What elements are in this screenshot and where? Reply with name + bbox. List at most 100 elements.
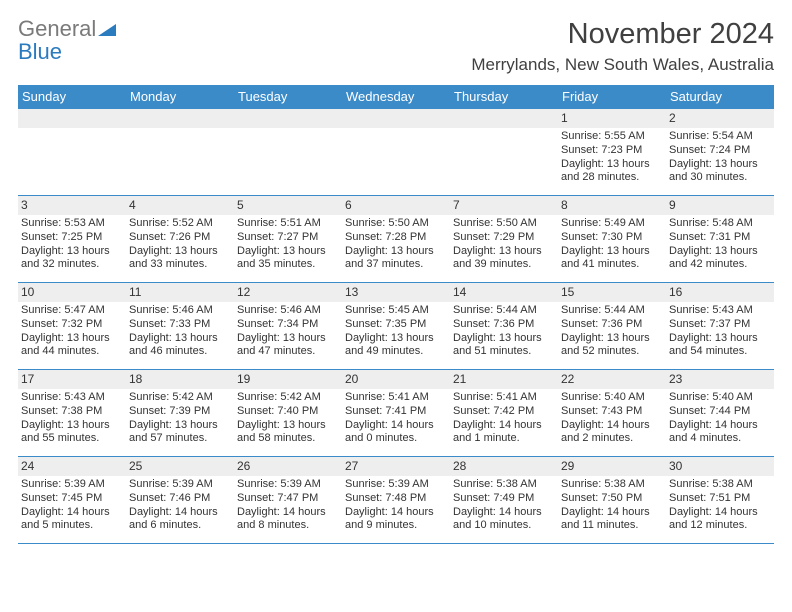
day-number: 18: [126, 370, 234, 389]
sunrise-text: Sunrise: 5:38 AM: [561, 478, 663, 492]
day-number: 14: [450, 283, 558, 302]
calendar-day-cell: 11Sunrise: 5:46 AMSunset: 7:33 PMDayligh…: [126, 283, 234, 369]
sunrise-text: Sunrise: 5:45 AM: [345, 304, 447, 318]
sunrise-text: Sunrise: 5:41 AM: [453, 391, 555, 405]
day-number: 15: [558, 283, 666, 302]
weekday-header: Monday: [126, 85, 234, 109]
daylight-text: Daylight: 14 hours and 4 minutes.: [669, 419, 771, 447]
sunrise-text: Sunrise: 5:50 AM: [453, 217, 555, 231]
day-number: 30: [666, 457, 774, 476]
daylight-text: Daylight: 13 hours and 49 minutes.: [345, 332, 447, 360]
sunset-text: Sunset: 7:50 PM: [561, 492, 663, 506]
month-title: November 2024: [471, 18, 774, 51]
day-number: 20: [342, 370, 450, 389]
sunset-text: Sunset: 7:44 PM: [669, 405, 771, 419]
calendar-day-cell: 29 Sunrise: 5:38 AMSunset: 7:50 PMDayligh…: [558, 457, 666, 543]
calendar-day-cell: 13 Sunrise: 5:45 AMSunset: 7:35 PMDayligh…: [342, 283, 450, 369]
daylight-text: Daylight: 13 hours and 28 minutes.: [561, 158, 663, 186]
calendar-grid: Sunday Monday Tuesday Wednesday Thursday…: [18, 85, 774, 544]
daylight-text: Daylight: 13 hours and 37 minutes.: [345, 245, 447, 273]
calendar-week-row: 10Sunrise: 5:47 AMSunset: 7:32 PMDayligh…: [18, 283, 774, 370]
daylight-text: Daylight: 14 hours and 1 minute.: [453, 419, 555, 447]
day-number: 6: [342, 196, 450, 215]
calendar-day-cell: 19Sunrise: 5:42 AMSunset: 7:40 PMDayligh…: [234, 370, 342, 456]
sunrise-text: Sunrise: 5:55 AM: [561, 130, 663, 144]
day-number: 5: [234, 196, 342, 215]
calendar-day-cell: 9Sunrise: 5:48 AMSunset: 7:31 PMDaylight…: [666, 196, 774, 282]
sunrise-text: Sunrise: 5:43 AM: [669, 304, 771, 318]
sunset-text: Sunset: 7:35 PM: [345, 318, 447, 332]
weekday-header: Saturday: [666, 85, 774, 109]
calendar-day-cell: [342, 109, 450, 195]
sunset-text: Sunset: 7:32 PM: [21, 318, 123, 332]
sunset-text: Sunset: 7:41 PM: [345, 405, 447, 419]
day-number: [126, 109, 234, 128]
weekday-header: Friday: [558, 85, 666, 109]
weekday-header: Wednesday: [342, 85, 450, 109]
daylight-text: Daylight: 13 hours and 33 minutes.: [129, 245, 231, 273]
weekday-header: Sunday: [18, 85, 126, 109]
sunset-text: Sunset: 7:46 PM: [129, 492, 231, 506]
day-number: 28: [450, 457, 558, 476]
sunset-text: Sunset: 7:27 PM: [237, 231, 339, 245]
calendar-day-cell: 14Sunrise: 5:44 AMSunset: 7:36 PMDayligh…: [450, 283, 558, 369]
sunrise-text: Sunrise: 5:43 AM: [21, 391, 123, 405]
sunset-text: Sunset: 7:51 PM: [669, 492, 771, 506]
weekday-header: Thursday: [450, 85, 558, 109]
calendar-day-cell: 30Sunrise: 5:38 AMSunset: 7:51 PMDayligh…: [666, 457, 774, 543]
daylight-text: Daylight: 13 hours and 52 minutes.: [561, 332, 663, 360]
weekday-header-row: Sunday Monday Tuesday Wednesday Thursday…: [18, 85, 774, 109]
day-number: [18, 109, 126, 128]
sunrise-text: Sunrise: 5:39 AM: [345, 478, 447, 492]
sunset-text: Sunset: 7:38 PM: [21, 405, 123, 419]
sunrise-text: Sunrise: 5:41 AM: [345, 391, 447, 405]
calendar-day-cell: [126, 109, 234, 195]
sunset-text: Sunset: 7:30 PM: [561, 231, 663, 245]
calendar-day-cell: 7Sunrise: 5:50 AMSunset: 7:29 PMDaylight…: [450, 196, 558, 282]
sunset-text: Sunset: 7:49 PM: [453, 492, 555, 506]
daylight-text: Daylight: 13 hours and 57 minutes.: [129, 419, 231, 447]
sunrise-text: Sunrise: 5:50 AM: [345, 217, 447, 231]
day-number: 29: [558, 457, 666, 476]
day-number: 13: [342, 283, 450, 302]
sunrise-text: Sunrise: 5:39 AM: [129, 478, 231, 492]
sunset-text: Sunset: 7:28 PM: [345, 231, 447, 245]
daylight-text: Daylight: 14 hours and 11 minutes.: [561, 506, 663, 534]
calendar-day-cell: 3Sunrise: 5:53 AMSunset: 7:25 PMDaylight…: [18, 196, 126, 282]
day-number: 19: [234, 370, 342, 389]
sunset-text: Sunset: 7:48 PM: [345, 492, 447, 506]
calendar-day-cell: 28Sunrise: 5:38 AMSunset: 7:49 PMDayligh…: [450, 457, 558, 543]
calendar-day-cell: [234, 109, 342, 195]
sunrise-text: Sunrise: 5:42 AM: [129, 391, 231, 405]
day-number: 21: [450, 370, 558, 389]
daylight-text: Daylight: 13 hours and 47 minutes.: [237, 332, 339, 360]
calendar-day-cell: 4Sunrise: 5:52 AMSunset: 7:26 PMDaylight…: [126, 196, 234, 282]
calendar-day-cell: 2Sunrise: 5:54 AMSunset: 7:24 PMDaylight…: [666, 109, 774, 195]
sunset-text: Sunset: 7:45 PM: [21, 492, 123, 506]
day-number: 26: [234, 457, 342, 476]
calendar-week-row: 1Sunrise: 5:55 AMSunset: 7:23 PMDaylight…: [18, 109, 774, 196]
day-number: [234, 109, 342, 128]
sunset-text: Sunset: 7:40 PM: [237, 405, 339, 419]
calendar-day-cell: 20Sunrise: 5:41 AMSunset: 7:41 PMDayligh…: [342, 370, 450, 456]
daylight-text: Daylight: 14 hours and 8 minutes.: [237, 506, 339, 534]
sunrise-text: Sunrise: 5:38 AM: [453, 478, 555, 492]
sunset-text: Sunset: 7:47 PM: [237, 492, 339, 506]
logo-word1: General: [18, 16, 96, 41]
calendar-week-row: 17Sunrise: 5:43 AMSunset: 7:38 PMDayligh…: [18, 370, 774, 457]
day-number: 22: [558, 370, 666, 389]
sunrise-text: Sunrise: 5:40 AM: [669, 391, 771, 405]
location-subtitle: Merrylands, New South Wales, Australia: [471, 55, 774, 75]
sunrise-text: Sunrise: 5:38 AM: [669, 478, 771, 492]
sunrise-text: Sunrise: 5:39 AM: [21, 478, 123, 492]
sunset-text: Sunset: 7:36 PM: [453, 318, 555, 332]
calendar-day-cell: 17Sunrise: 5:43 AMSunset: 7:38 PMDayligh…: [18, 370, 126, 456]
sunrise-text: Sunrise: 5:40 AM: [561, 391, 663, 405]
day-number: 25: [126, 457, 234, 476]
daylight-text: Daylight: 13 hours and 46 minutes.: [129, 332, 231, 360]
day-number: [450, 109, 558, 128]
day-number: 3: [18, 196, 126, 215]
sunrise-text: Sunrise: 5:52 AM: [129, 217, 231, 231]
sunrise-text: Sunrise: 5:44 AM: [453, 304, 555, 318]
page-header: General Blue November 2024 Merrylands, N…: [18, 18, 774, 75]
